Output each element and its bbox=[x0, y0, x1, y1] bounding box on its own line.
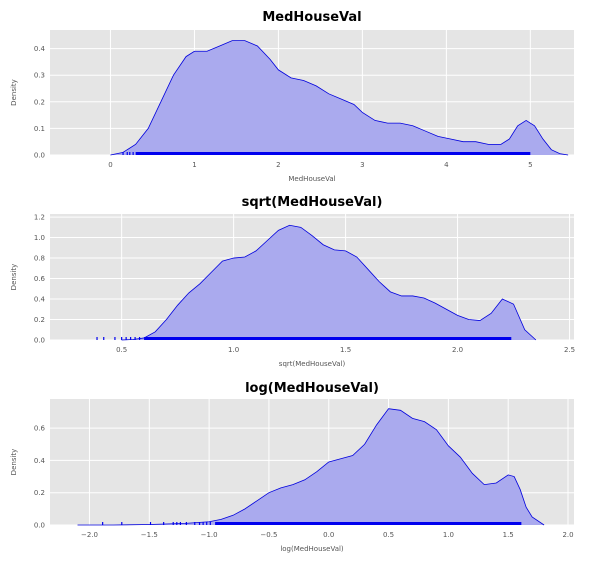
x-tick-label: 1.0 bbox=[228, 346, 239, 354]
x-tick-label: −1.0 bbox=[201, 531, 218, 539]
x-tick-label: 0.5 bbox=[383, 531, 394, 539]
subplot-2: 0.5 1.0 1.5 2.0 2.5 0.0 0.2 0.4 0.6 0.8 1.0 1.2 sqrt… bbox=[10, 195, 575, 368]
density-line bbox=[77, 408, 545, 526]
chart-title: sqrt(MedHouseVal) bbox=[242, 195, 383, 210]
x-tick-label: 5 bbox=[528, 161, 532, 169]
x-tick-label: 0 bbox=[108, 161, 112, 169]
x-tick-label: 1 bbox=[192, 161, 196, 169]
x-tick-label: 2.5 bbox=[564, 346, 575, 354]
y-tick-label: 0.2 bbox=[34, 489, 45, 497]
x-tick-label: 2.0 bbox=[562, 531, 573, 539]
y-axis-label: Density bbox=[10, 79, 18, 106]
subplot-3: −2.0 −1.5 −1.0 −0.5 0.0 0.5 1.0 1.5 2.0 0.0 0.2 0.4… bbox=[10, 381, 574, 553]
y-tick-label: 1.2 bbox=[34, 214, 45, 222]
chart-title: log(MedHouseVal) bbox=[245, 381, 379, 396]
density-line bbox=[121, 224, 537, 341]
x-tick-label: 1.0 bbox=[443, 531, 454, 539]
x-tick-label: 4 bbox=[444, 161, 449, 169]
density-area bbox=[77, 408, 545, 525]
y-tick-label: 0.0 bbox=[34, 337, 45, 345]
x-tick-label: 0.0 bbox=[323, 531, 334, 539]
density-line bbox=[110, 40, 569, 156]
x-tick-label: 2 bbox=[276, 161, 280, 169]
y-tick-label: 1.0 bbox=[34, 234, 45, 242]
y-tick-label: 0.4 bbox=[34, 296, 46, 304]
y-tick-label: 0.0 bbox=[34, 152, 45, 160]
density-area bbox=[110, 40, 569, 155]
x-tick-label: −2.0 bbox=[81, 531, 98, 539]
x-tick-label: 2.0 bbox=[452, 346, 463, 354]
x-tick-label: 0.5 bbox=[116, 346, 127, 354]
y-tick-label: 0.6 bbox=[34, 425, 46, 433]
y-tick-label: 0.2 bbox=[34, 98, 45, 106]
y-axis-label: Density bbox=[10, 449, 18, 476]
x-tick-label: 1.5 bbox=[340, 346, 351, 354]
x-axis-label: sqrt(MedHouseVal) bbox=[279, 360, 346, 368]
y-tick-label: 0.3 bbox=[34, 72, 45, 80]
x-axis-label: MedHouseVal bbox=[288, 175, 335, 183]
density-area bbox=[121, 225, 536, 340]
x-tick-label: 3 bbox=[360, 161, 364, 169]
x-tick-label: 1.5 bbox=[503, 531, 514, 539]
y-tick-label: 0.4 bbox=[34, 45, 46, 53]
y-tick-label: 0.4 bbox=[34, 457, 46, 465]
x-tick-label: −0.5 bbox=[260, 531, 277, 539]
y-tick-label: 0.6 bbox=[34, 275, 46, 283]
y-tick-label: 0.1 bbox=[34, 125, 45, 133]
y-axis-label: Density bbox=[10, 264, 18, 291]
y-tick-label: 0.8 bbox=[34, 255, 45, 263]
y-tick-label: 0.0 bbox=[34, 522, 45, 530]
chart-title: MedHouseVal bbox=[262, 10, 361, 25]
x-tick-label: −1.5 bbox=[141, 531, 158, 539]
subplot-1: 0 1 2 3 4 5 0.0 0.1 0.2 0.3 0.4 MedHouseVal Density M… bbox=[10, 10, 574, 183]
y-tick-label: 0.2 bbox=[34, 316, 45, 324]
x-axis-label: log(MedHouseVal) bbox=[280, 545, 344, 553]
